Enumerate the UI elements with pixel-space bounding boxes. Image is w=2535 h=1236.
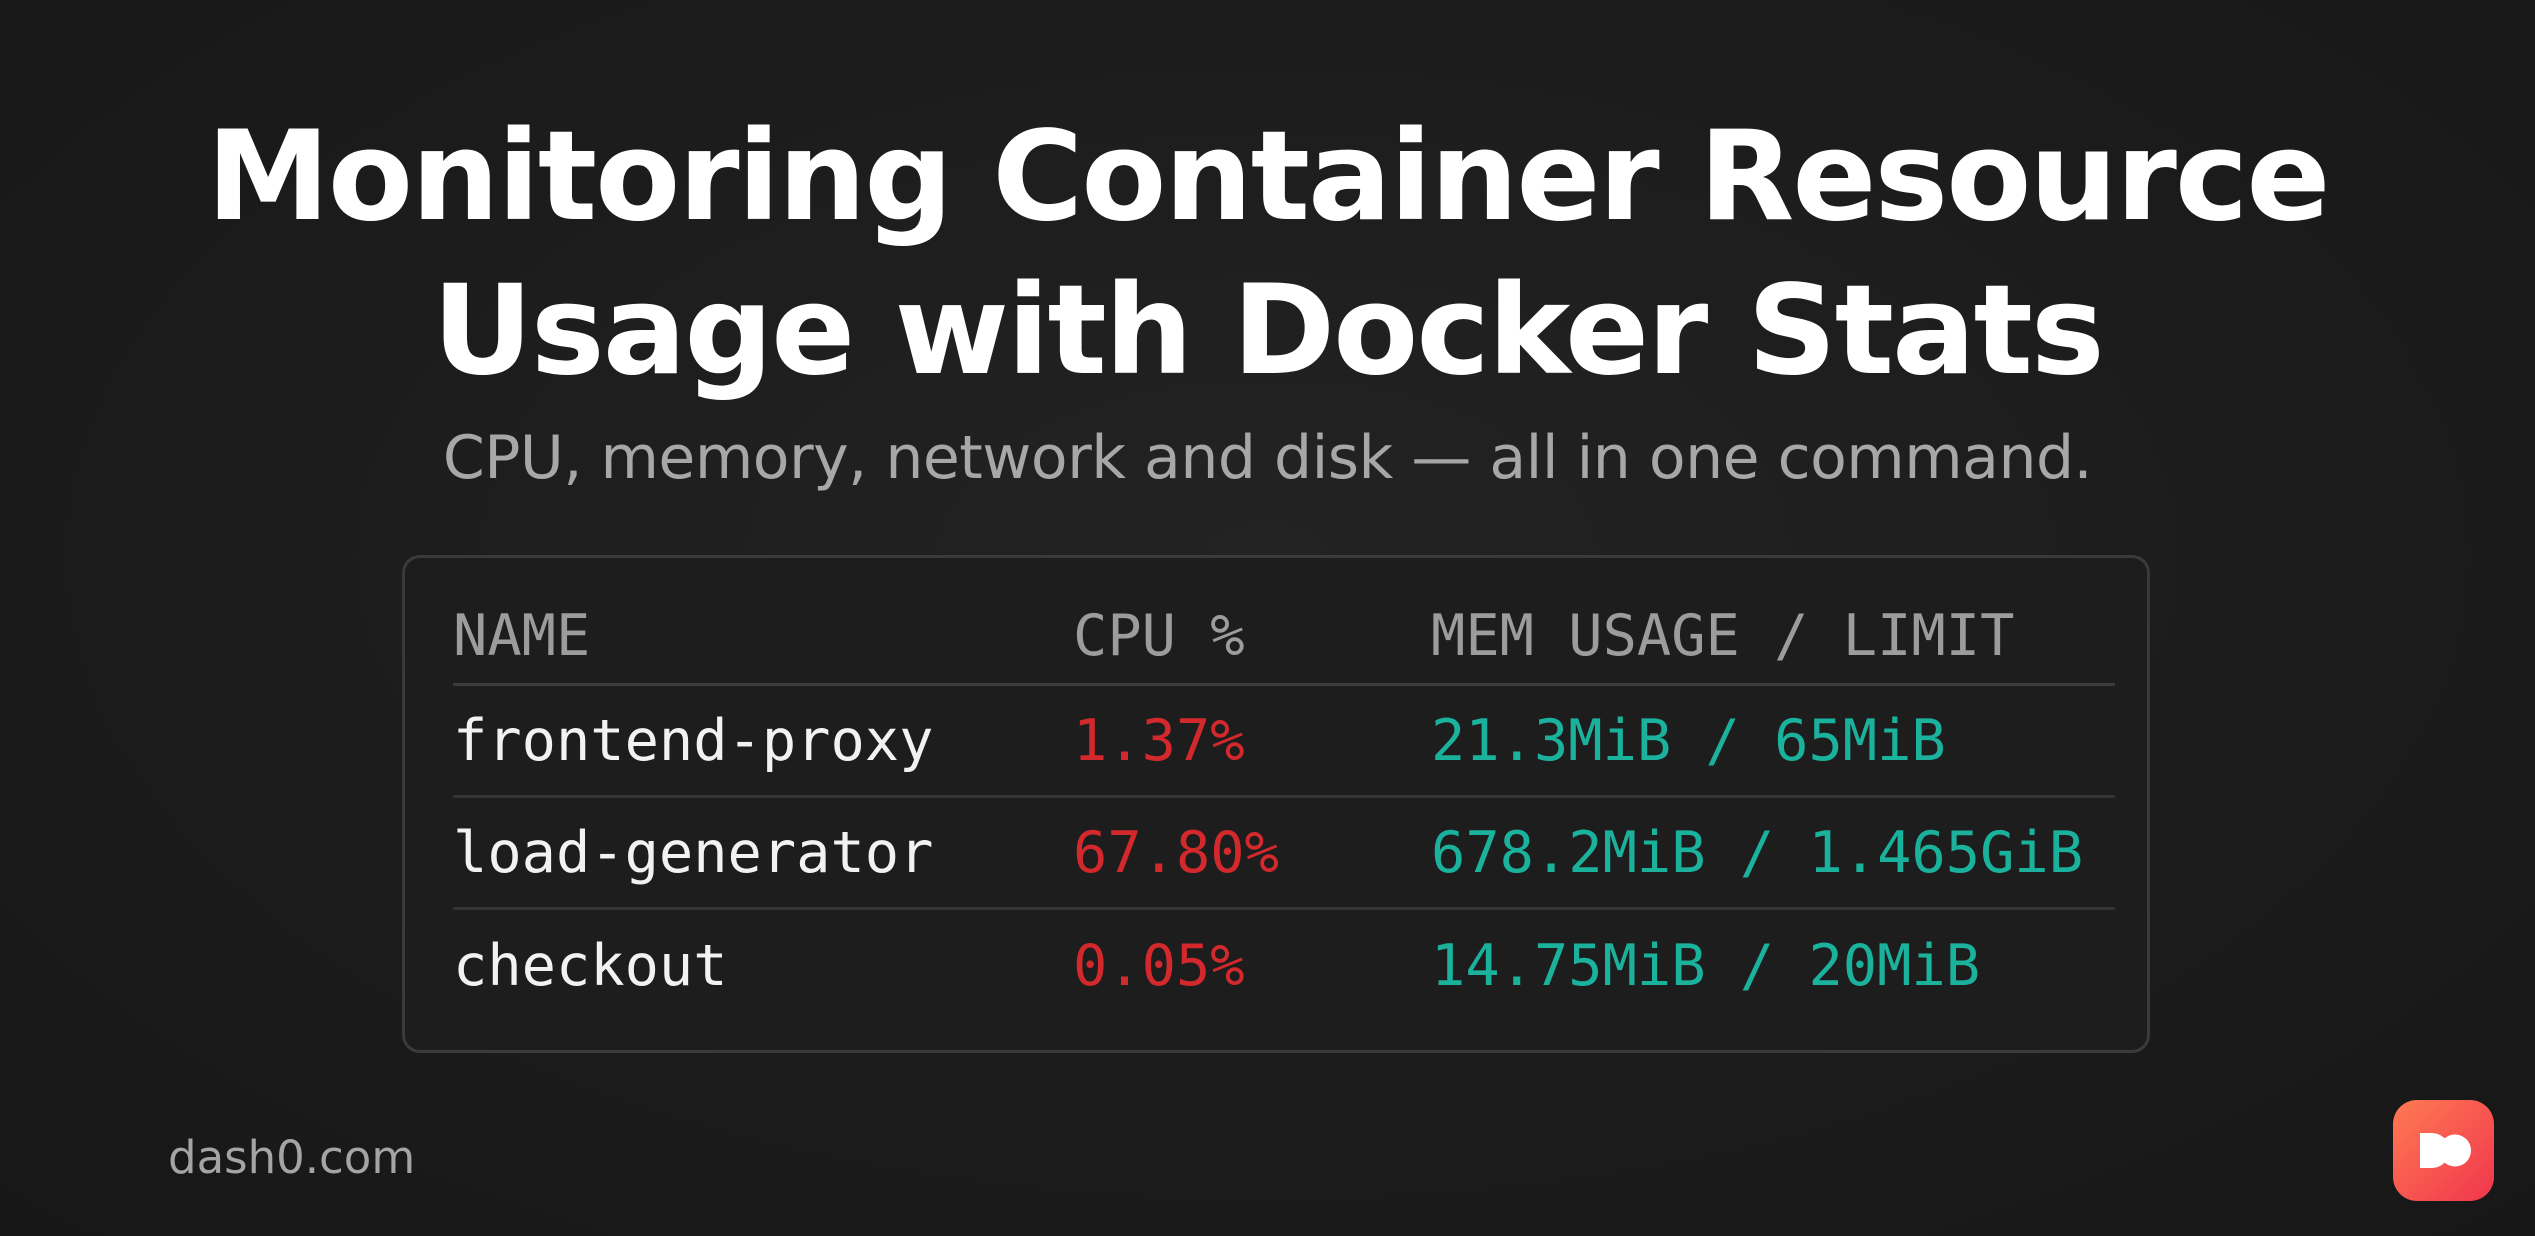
table-row: checkout 0.05% 14.75MiB / 20MiB [453,910,2115,1022]
footer-site-link[interactable]: dash0.com [168,1131,416,1184]
container-name: checkout [453,933,728,999]
header-name: NAME [453,602,591,669]
container-name: load-generator [453,819,934,886]
cpu-value: 67.80% [1073,819,1279,886]
title-line-1: Monitoring Container Resource [206,105,2331,249]
mem-value: 21.3MiB / 65MiB [1431,707,1946,774]
docker-stats-panel: NAME CPU % MEM USAGE / LIMIT frontend-pr… [402,555,2150,1053]
container-name: frontend-proxy [453,707,934,774]
table-header-row: NAME CPU % MEM USAGE / LIMIT [453,588,2115,686]
table-row: load-generator 67.80% 678.2MiB / 1.465Gi… [453,798,2115,910]
dash0-logo-icon [2393,1100,2494,1201]
header-mem: MEM USAGE / LIMIT [1431,602,2015,669]
header-cpu: CPU % [1073,602,1245,669]
subtitle: CPU, memory, network and disk — all in o… [442,423,2093,493]
cpu-value: 1.37% [1073,707,1245,774]
logo-glyph-icon [2420,1133,2471,1168]
stats-table: NAME CPU % MEM USAGE / LIMIT frontend-pr… [453,588,2115,1022]
mem-value: 678.2MiB / 1.465GiB [1431,819,2084,886]
cpu-value: 0.05% [1073,933,1245,999]
mem-value: 14.75MiB / 20MiB [1431,933,1981,999]
table-row: frontend-proxy 1.37% 21.3MiB / 65MiB [453,686,2115,798]
title-line-2: Usage with Docker Stats [432,259,2105,403]
page-title: Monitoring Container Resource Usage with… [0,100,2535,408]
